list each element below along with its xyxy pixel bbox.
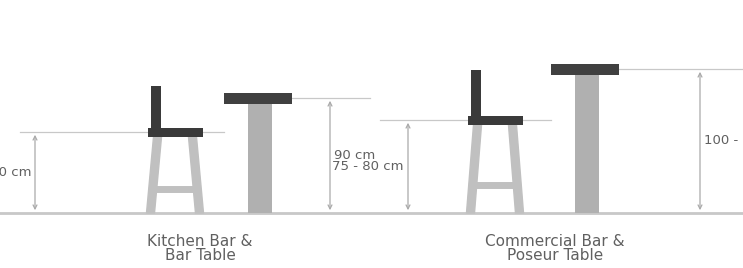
Bar bbox=[248, 104, 272, 213]
Bar bbox=[151, 86, 160, 128]
Bar bbox=[467, 116, 522, 125]
Text: 65 - 70 cm: 65 - 70 cm bbox=[0, 166, 31, 179]
Bar bbox=[224, 93, 292, 104]
Polygon shape bbox=[508, 125, 524, 213]
Bar bbox=[551, 64, 619, 75]
Polygon shape bbox=[467, 125, 481, 213]
Bar bbox=[148, 128, 203, 137]
Text: 100 - 110 cm: 100 - 110 cm bbox=[704, 135, 743, 147]
Text: Kitchen Bar &: Kitchen Bar & bbox=[147, 234, 253, 250]
Polygon shape bbox=[189, 137, 204, 213]
Text: 75 - 80 cm: 75 - 80 cm bbox=[333, 160, 404, 173]
Bar bbox=[575, 75, 599, 213]
Text: 90 cm: 90 cm bbox=[334, 149, 375, 162]
Polygon shape bbox=[146, 137, 161, 213]
Bar bbox=[470, 70, 481, 116]
Text: Commercial Bar &: Commercial Bar & bbox=[485, 234, 625, 250]
Text: Bar Table: Bar Table bbox=[164, 248, 236, 263]
Text: Poseur Table: Poseur Table bbox=[507, 248, 603, 263]
